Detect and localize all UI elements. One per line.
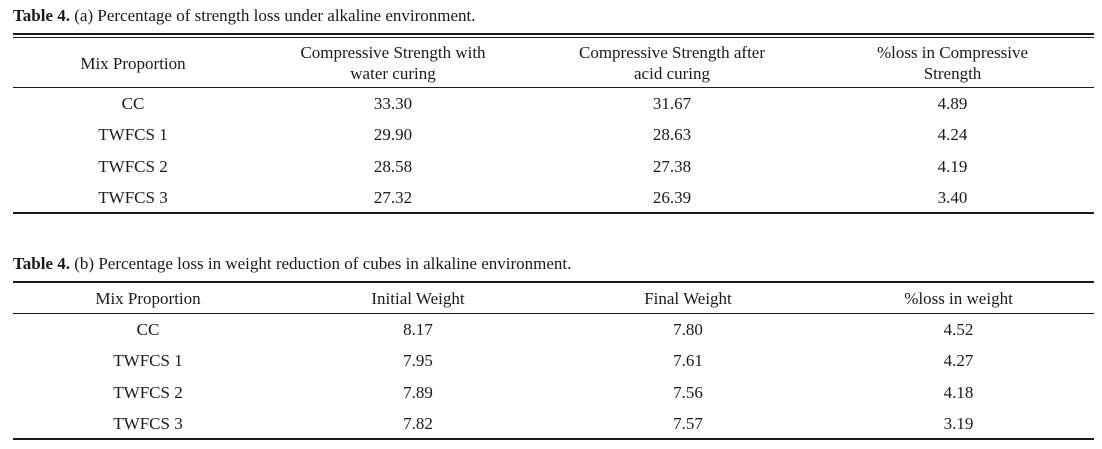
table-cell: 27.38 <box>652 156 692 176</box>
table-a-header-strength-acid: Compressive Strength after acid curing <box>533 39 811 88</box>
table-a-header-loss: %loss in Compressive Strength <box>811 39 1094 88</box>
table-a-header-row: Mix Proportion Compressive Strength with… <box>13 39 1094 88</box>
table-cell: 27.32 <box>373 188 413 208</box>
table-cell: 7.80 <box>673 319 703 339</box>
table-a-bottom-rule <box>13 212 1094 214</box>
table-b-caption-label: Table 4. <box>13 254 71 273</box>
table-row: CC 33.30 31.67 4.89 <box>13 88 1094 120</box>
table-b-header-loss-weight: %loss in weight <box>904 289 1013 308</box>
table-cell: 4.27 <box>943 351 974 371</box>
table-row: TWFCS 3 7.82 7.57 3.19 <box>13 409 1094 441</box>
table-row: TWFCS 2 28.58 27.38 4.19 <box>13 151 1094 183</box>
header-line: Mix Proportion <box>80 53 186 73</box>
table-cell: 7.82 <box>403 414 433 434</box>
table-a-top-rule-inner <box>13 37 1094 38</box>
table-cell: TWFCS 2 <box>113 382 183 402</box>
table-b-header-initial-weight: Initial Weight <box>371 289 465 308</box>
header-line: Strength <box>923 64 982 83</box>
table-cell: CC <box>121 93 145 113</box>
header-line: Compressive Strength with <box>300 43 486 62</box>
table-row: CC 8.17 7.80 4.52 <box>13 314 1094 346</box>
table-cell: 26.39 <box>652 188 692 208</box>
table-cell: 4.89 <box>937 93 968 113</box>
table-row: TWFCS 1 7.95 7.61 4.27 <box>13 346 1094 378</box>
table-b-header-mix-proportion: Mix Proportion <box>95 289 201 308</box>
table-cell: 29.90 <box>373 125 413 145</box>
table-a-caption-label: Table 4. <box>13 6 71 25</box>
table-b-header-final-weight: Final Weight <box>644 289 732 308</box>
table-row: TWFCS 2 7.89 7.56 4.18 <box>13 377 1094 409</box>
table-cell: 7.56 <box>673 382 703 402</box>
table-cell: TWFCS 2 <box>98 156 168 176</box>
table-b-caption: Table 4. (b) Percentage loss in weight r… <box>13 254 571 274</box>
table-a-caption-text: (a) Percentage of strength loss under al… <box>70 6 476 25</box>
table-row: TWFCS 3 27.32 26.39 3.40 <box>13 183 1094 215</box>
header-line: water curing <box>350 64 436 83</box>
table-cell: 3.19 <box>943 414 974 434</box>
table-a-caption: Table 4. (a) Percentage of strength loss… <box>13 6 476 26</box>
table-cell: 28.63 <box>652 125 692 145</box>
table-a-header-mix-proportion: Mix Proportion <box>13 39 253 88</box>
table-cell: 3.40 <box>937 188 968 208</box>
header-line: %loss in Compressive <box>876 43 1029 62</box>
table-cell: 8.17 <box>403 319 433 339</box>
table-a-header-strength-water: Compressive Strength with water curing <box>253 39 533 88</box>
table-cell: 33.30 <box>373 93 413 113</box>
table-b-bottom-rule <box>13 438 1094 440</box>
table-b-top-rule <box>13 281 1094 283</box>
table-cell: 4.24 <box>937 125 968 145</box>
table-cell: 4.18 <box>943 382 974 402</box>
table-cell: 28.58 <box>373 156 413 176</box>
table-cell: 7.89 <box>403 382 433 402</box>
table-b-caption-text: (b) Percentage loss in weight reduction … <box>70 254 572 273</box>
table-cell: 4.52 <box>943 319 974 339</box>
table-cell: TWFCS 3 <box>113 414 183 434</box>
header-line: acid curing <box>634 64 710 83</box>
table-b: Mix Proportion Initial Weight Final Weig… <box>13 285 1094 440</box>
table-cell: TWFCS 1 <box>98 125 168 145</box>
table-cell: 4.19 <box>937 156 968 176</box>
table-cell: CC <box>136 319 160 339</box>
table-cell: TWFCS 3 <box>98 188 168 208</box>
header-line: Compressive Strength after <box>578 43 765 62</box>
table-row: TWFCS 1 29.90 28.63 4.24 <box>13 120 1094 152</box>
table-a-top-rule <box>13 33 1094 35</box>
table-cell: 7.61 <box>673 351 703 371</box>
table-cell: TWFCS 1 <box>113 351 183 371</box>
table-cell: 7.57 <box>673 414 703 434</box>
table-cell: 7.95 <box>403 351 433 371</box>
table-a: Mix Proportion Compressive Strength with… <box>13 39 1094 214</box>
table-b-header-row: Mix Proportion Initial Weight Final Weig… <box>13 285 1094 314</box>
table-cell: 31.67 <box>652 93 692 113</box>
